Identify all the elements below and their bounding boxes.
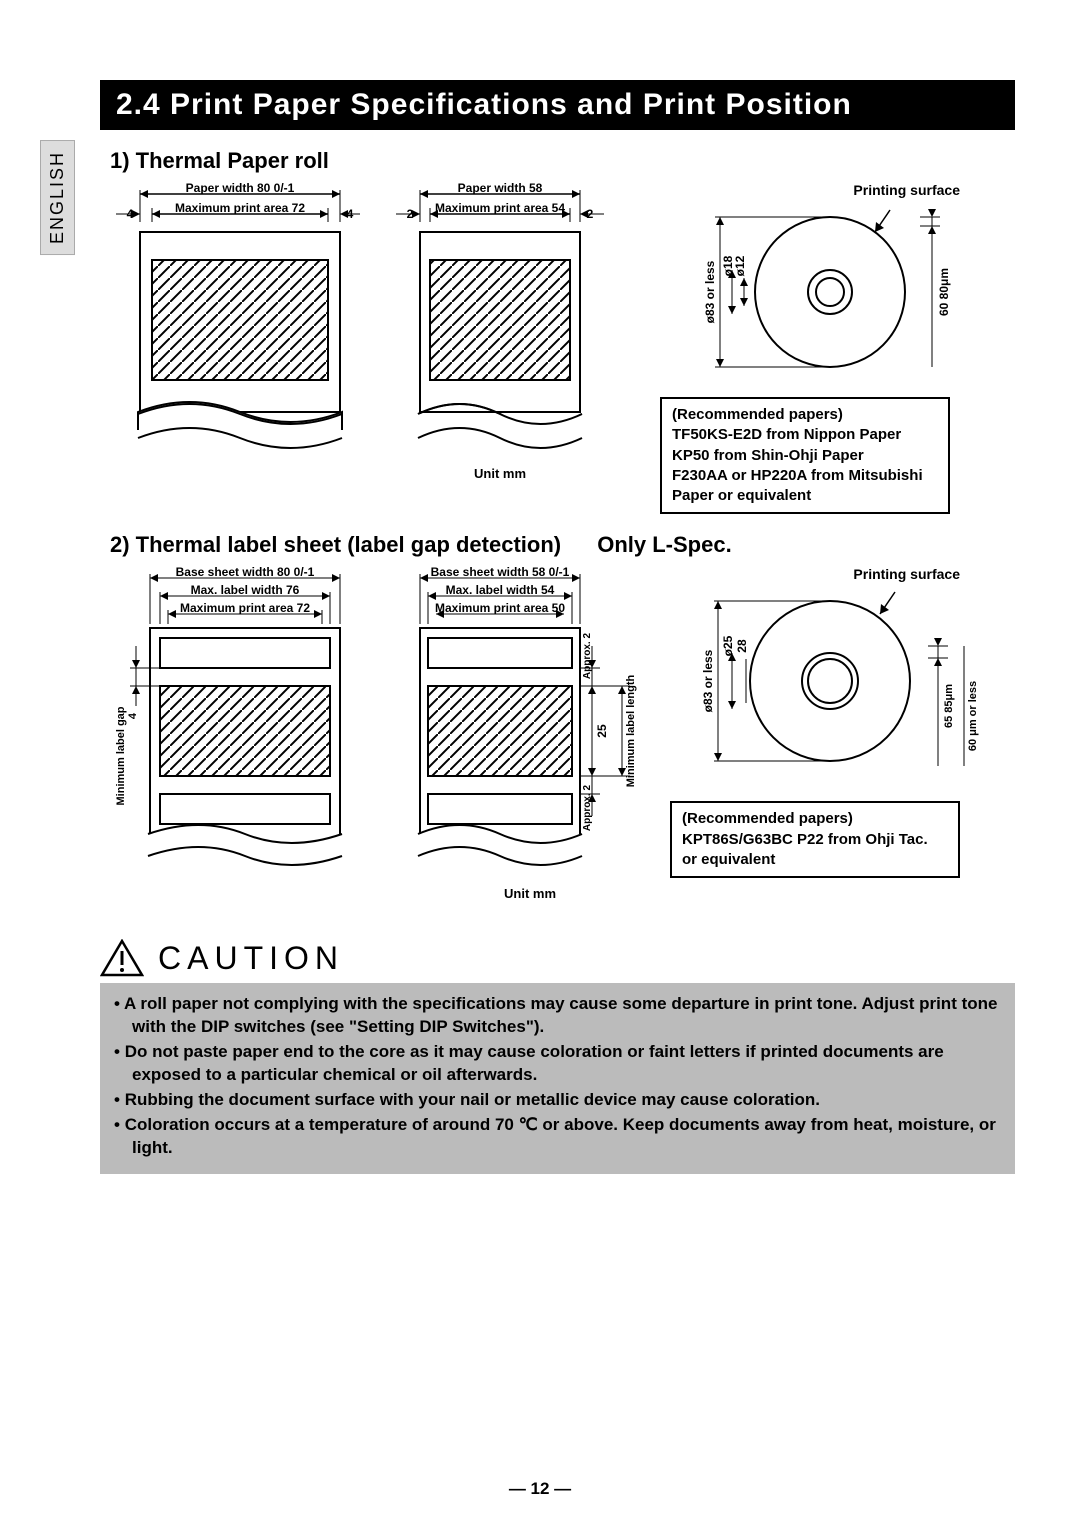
svg-text:Maximum print area 50: Maximum print area 50 <box>435 601 565 615</box>
caution-item: Do not paste paper end to the core as it… <box>114 1041 1001 1087</box>
svg-text:Base sheet width 58 0/-1: Base sheet width 58 0/-1 <box>431 566 570 579</box>
svg-text:Maximum print area 72: Maximum print area 72 <box>175 201 305 215</box>
svg-text:60 μm or less: 60 μm or less <box>967 681 979 751</box>
printing-surface-label-1: Printing surface <box>660 182 960 198</box>
svg-text:Approx. 2: Approx. 2 <box>582 785 593 832</box>
recommended-papers-1: (Recommended papers) TF50KS-E2D from Nip… <box>660 397 950 514</box>
section-title: 2.4 Print Paper Specifications and Print… <box>100 80 1015 130</box>
caution-item: A roll paper not complying with the spec… <box>114 993 1001 1039</box>
svg-text:Max. label width 54: Max. label width 54 <box>446 583 555 597</box>
caution-body: A roll paper not complying with the spec… <box>100 983 1015 1174</box>
rec1-heading: (Recommended papers) <box>672 405 938 425</box>
roll-80-diagram: Paper width 80 0/-1 Maximum print area 7… <box>110 182 360 514</box>
svg-text:Paper width 58: Paper width 58 <box>458 182 543 195</box>
svg-text:Unit mm: Unit mm <box>474 466 526 481</box>
rec2-line1: KPT86S/G63BC P22 from Ohji Tac. <box>682 830 948 850</box>
svg-text:Maximum print area 54: Maximum print area 54 <box>435 201 565 215</box>
roll-side-diagram: Printing surface ø83 or <box>660 182 960 514</box>
rec1-line4: Paper or equivalent <box>672 486 938 506</box>
caution-heading: CAUTION <box>100 939 1015 977</box>
svg-text:Minimum label gap: Minimum label gap <box>115 706 127 805</box>
svg-text:Approx. 2: Approx. 2 <box>582 633 593 680</box>
page-number: — 12 — <box>0 1479 1080 1499</box>
svg-text:Maximum print area 72: Maximum print area 72 <box>180 601 310 615</box>
svg-text:ø83 or less: ø83 or less <box>703 260 717 323</box>
printing-surface-label-2: Printing surface <box>670 566 960 582</box>
caution-label: CAUTION <box>158 940 344 977</box>
rec2-line2: or equivalent <box>682 850 948 870</box>
language-tab: ENGLISH <box>40 140 75 255</box>
label-roll-side-diagram: Printing surface ø83 or less ø25 28 <box>670 566 980 911</box>
svg-text:Unit mm: Unit mm <box>504 886 556 901</box>
svg-text:65 85μm: 65 85μm <box>943 684 955 728</box>
svg-text:4: 4 <box>127 712 139 719</box>
rec1-line1: TF50KS-E2D from Nippon Paper <box>672 425 938 445</box>
svg-text:Max. label width 76: Max. label width 76 <box>191 583 300 597</box>
svg-text:25: 25 <box>595 724 609 738</box>
svg-text:Paper width 80 0/-1: Paper width 80 0/-1 <box>186 182 295 195</box>
caution-item: Coloration occurs at a temperature of ar… <box>114 1114 1001 1160</box>
recommended-papers-2: (Recommended papers) KPT86S/G63BC P22 fr… <box>670 801 960 878</box>
svg-text:28: 28 <box>735 639 749 653</box>
svg-text:60 80μm: 60 80μm <box>937 268 951 316</box>
svg-text:ø25: ø25 <box>721 636 735 657</box>
label-58-diagram: Base sheet width 58 0/-1 Max. label widt… <box>390 566 650 911</box>
label-80-diagram: Base sheet width 80 0/-1 Max. label widt… <box>110 566 370 911</box>
subsection-1-title: 1) Thermal Paper roll <box>110 148 1015 174</box>
caution-item: Rubbing the document surface with your n… <box>114 1089 1001 1112</box>
caution-icon <box>100 939 144 977</box>
roll-58-diagram: Paper width 58 Maximum print area 54 2 2 <box>380 182 610 514</box>
rec1-line2: KP50 from Shin-Ohji Paper <box>672 446 938 466</box>
svg-text:ø12: ø12 <box>733 255 747 276</box>
subsection-2-title: 2) Thermal label sheet (label gap detect… <box>110 532 1015 558</box>
rec2-heading: (Recommended papers) <box>682 809 948 829</box>
svg-text:Base sheet width 80 0/-1: Base sheet width 80 0/-1 <box>176 566 315 579</box>
svg-text:Minimum label length: Minimum label length <box>625 675 637 788</box>
rec1-line3: F230AA or HP220A from Mitsubishi <box>672 466 938 486</box>
subsection-2-note: Only L-Spec. <box>597 532 731 557</box>
svg-text:ø83 or less: ø83 or less <box>701 650 715 713</box>
